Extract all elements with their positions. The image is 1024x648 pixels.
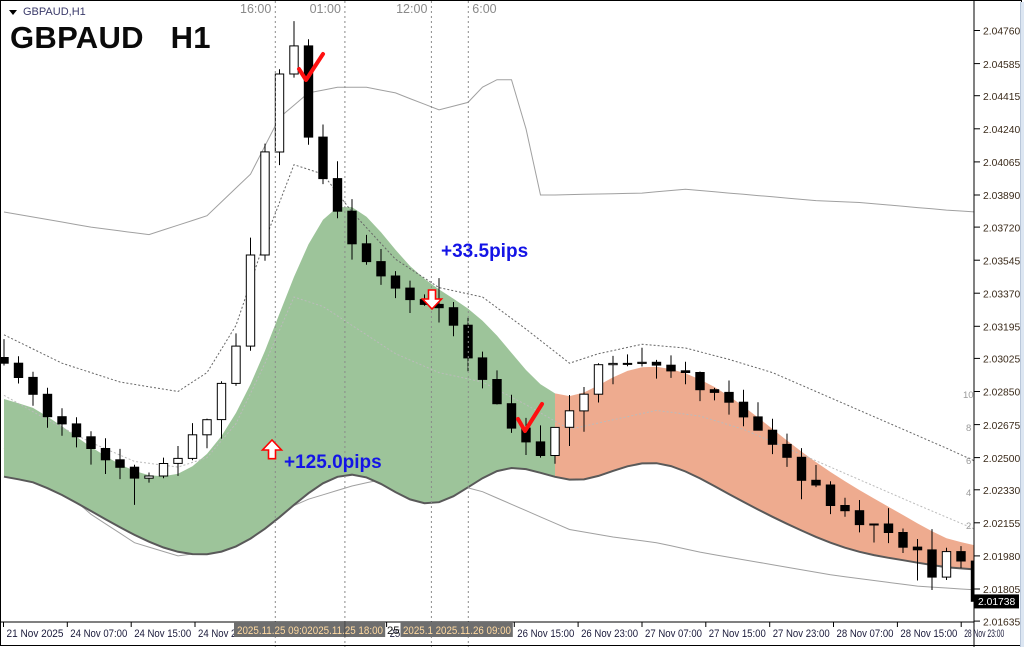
svg-text:2.01738: 2.01738	[978, 597, 1015, 608]
svg-text:21 Nov 2025: 21 Nov 2025	[7, 628, 64, 640]
svg-text:2.02675: 2.02675	[983, 421, 1020, 432]
svg-text:28 Nov 07:00: 28 Nov 07:00	[837, 628, 894, 640]
svg-text:2.01635: 2.01635	[983, 617, 1020, 628]
svg-text:12:00: 12:00	[396, 2, 427, 16]
svg-text:8: 8	[966, 423, 971, 434]
svg-text:2: 2	[966, 521, 971, 532]
svg-text:26 Nov 15:00: 26 Nov 15:00	[517, 628, 574, 640]
svg-text:+125.0pips: +125.0pips	[284, 452, 382, 473]
svg-text:2.04415: 2.04415	[983, 92, 1020, 103]
svg-text:25: 25	[387, 625, 400, 637]
svg-text:6: 6	[966, 456, 971, 467]
svg-text:2025.11.25 09:02025.11.25 18:0: 2025.11.25 09:02025.11.25 18:00	[237, 625, 383, 637]
svg-text:2.04065: 2.04065	[983, 158, 1020, 169]
svg-text:27 Nov 15:00: 27 Nov 15:00	[709, 628, 766, 640]
svg-text:26 Nov 23:00: 26 Nov 23:00	[581, 628, 638, 640]
svg-text:24 Nov 15:00: 24 Nov 15:00	[134, 628, 191, 640]
svg-text:6:00: 6:00	[472, 2, 496, 16]
svg-text:01:00: 01:00	[310, 2, 341, 16]
svg-text:2.03890: 2.03890	[983, 191, 1020, 202]
svg-text:10: 10	[963, 390, 974, 401]
svg-text:28 Nov 23:00: 28 Nov 23:00	[964, 628, 1004, 640]
svg-text:27 Nov 23:00: 27 Nov 23:00	[773, 628, 830, 640]
svg-text:4: 4	[966, 488, 971, 499]
svg-text:2.03545: 2.03545	[983, 256, 1020, 267]
svg-text:2.04760: 2.04760	[983, 27, 1020, 38]
svg-text:28 Nov 15:00: 28 Nov 15:00	[900, 628, 957, 640]
svg-text:+33.5pips: +33.5pips	[441, 241, 528, 262]
svg-text:2.04240: 2.04240	[983, 125, 1020, 136]
svg-text:2.03720: 2.03720	[983, 223, 1020, 234]
svg-text:2.03025: 2.03025	[983, 355, 1020, 366]
svg-text:2.01980: 2.01980	[983, 552, 1020, 563]
svg-text:2.02330: 2.02330	[983, 486, 1020, 497]
svg-text:2.04585: 2.04585	[983, 60, 1020, 71]
svg-text:2025.1 2025.11.26 09:00: 2025.1 2025.11.26 09:00	[403, 625, 511, 637]
svg-text:2.03195: 2.03195	[983, 323, 1020, 334]
svg-text:27 Nov 07:00: 27 Nov 07:00	[645, 628, 702, 640]
svg-text:24 Nov 07:00: 24 Nov 07:00	[70, 628, 127, 640]
svg-text:GBPAUD,H1: GBPAUD,H1	[23, 6, 86, 18]
svg-text:2.02155: 2.02155	[983, 519, 1020, 530]
svg-text:2.02500: 2.02500	[983, 454, 1020, 465]
svg-text:16:00: 16:00	[240, 2, 271, 16]
svg-text:GBPAUD H1: GBPAUD H1	[10, 20, 211, 55]
svg-text:2.02850: 2.02850	[983, 388, 1020, 399]
svg-text:2.03370: 2.03370	[983, 289, 1020, 300]
